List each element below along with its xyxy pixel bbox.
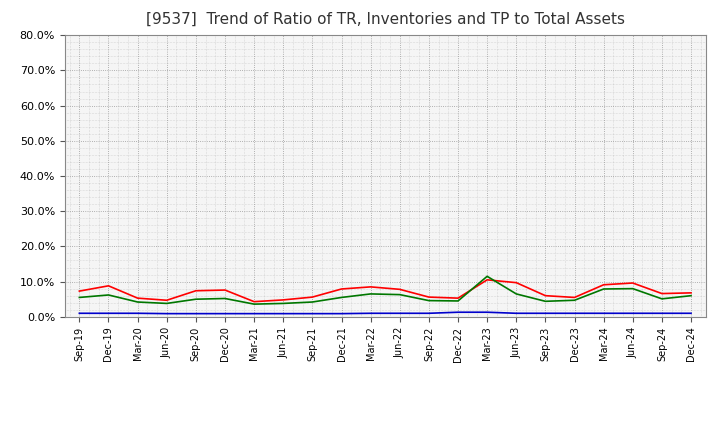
Trade Payables: [220, 296, 229, 301]
Inventories: [192, 311, 200, 316]
Trade Receivables: [425, 294, 433, 300]
Trade Payables: [512, 291, 521, 297]
Inventories: [454, 310, 462, 315]
Line: Trade Receivables: Trade Receivables: [79, 280, 691, 302]
Trade Payables: [250, 301, 258, 307]
Trade Payables: [308, 299, 317, 304]
Inventories: [629, 311, 637, 316]
Trade Receivables: [192, 288, 200, 293]
Inventories: [75, 311, 84, 316]
Inventories: [337, 311, 346, 316]
Title: [9537]  Trend of Ratio of TR, Inventories and TP to Total Assets: [9537] Trend of Ratio of TR, Inventories…: [145, 12, 625, 27]
Trade Receivables: [657, 291, 666, 296]
Trade Payables: [395, 292, 404, 297]
Inventories: [220, 311, 229, 316]
Trade Receivables: [133, 296, 142, 301]
Inventories: [250, 311, 258, 316]
Trade Payables: [163, 301, 171, 306]
Trade Receivables: [104, 283, 113, 289]
Inventories: [657, 311, 666, 316]
Line: Trade Payables: Trade Payables: [79, 276, 691, 304]
Trade Payables: [657, 296, 666, 301]
Inventories: [541, 311, 550, 316]
Inventories: [425, 311, 433, 316]
Trade Receivables: [163, 297, 171, 303]
Trade Payables: [599, 286, 608, 292]
Trade Receivables: [337, 286, 346, 292]
Trade Receivables: [454, 296, 462, 301]
Trade Receivables: [279, 297, 287, 303]
Inventories: [366, 311, 375, 316]
Trade Receivables: [599, 282, 608, 287]
Trade Payables: [133, 299, 142, 304]
Inventories: [163, 311, 171, 316]
Trade Receivables: [75, 289, 84, 294]
Trade Payables: [75, 295, 84, 300]
Trade Receivables: [541, 293, 550, 298]
Inventories: [483, 310, 492, 315]
Trade Payables: [541, 299, 550, 304]
Trade Payables: [279, 301, 287, 306]
Trade Receivables: [250, 299, 258, 304]
Trade Receivables: [629, 280, 637, 286]
Trade Payables: [629, 286, 637, 291]
Trade Receivables: [512, 280, 521, 285]
Trade Receivables: [570, 295, 579, 300]
Trade Payables: [570, 297, 579, 303]
Inventories: [512, 311, 521, 316]
Trade Payables: [425, 298, 433, 303]
Inventories: [279, 311, 287, 316]
Inventories: [599, 311, 608, 316]
Inventories: [308, 311, 317, 316]
Trade Receivables: [366, 284, 375, 290]
Trade Receivables: [483, 277, 492, 282]
Trade Payables: [192, 297, 200, 302]
Trade Payables: [366, 291, 375, 297]
Trade Payables: [483, 274, 492, 279]
Inventories: [687, 311, 696, 316]
Trade Receivables: [308, 294, 317, 300]
Trade Payables: [454, 298, 462, 304]
Inventories: [395, 311, 404, 316]
Inventories: [104, 311, 113, 316]
Trade Receivables: [220, 287, 229, 293]
Trade Payables: [104, 292, 113, 297]
Trade Receivables: [687, 290, 696, 296]
Trade Payables: [687, 293, 696, 298]
Line: Inventories: Inventories: [79, 312, 691, 314]
Trade Receivables: [395, 287, 404, 292]
Inventories: [570, 311, 579, 316]
Inventories: [133, 311, 142, 316]
Trade Payables: [337, 295, 346, 300]
